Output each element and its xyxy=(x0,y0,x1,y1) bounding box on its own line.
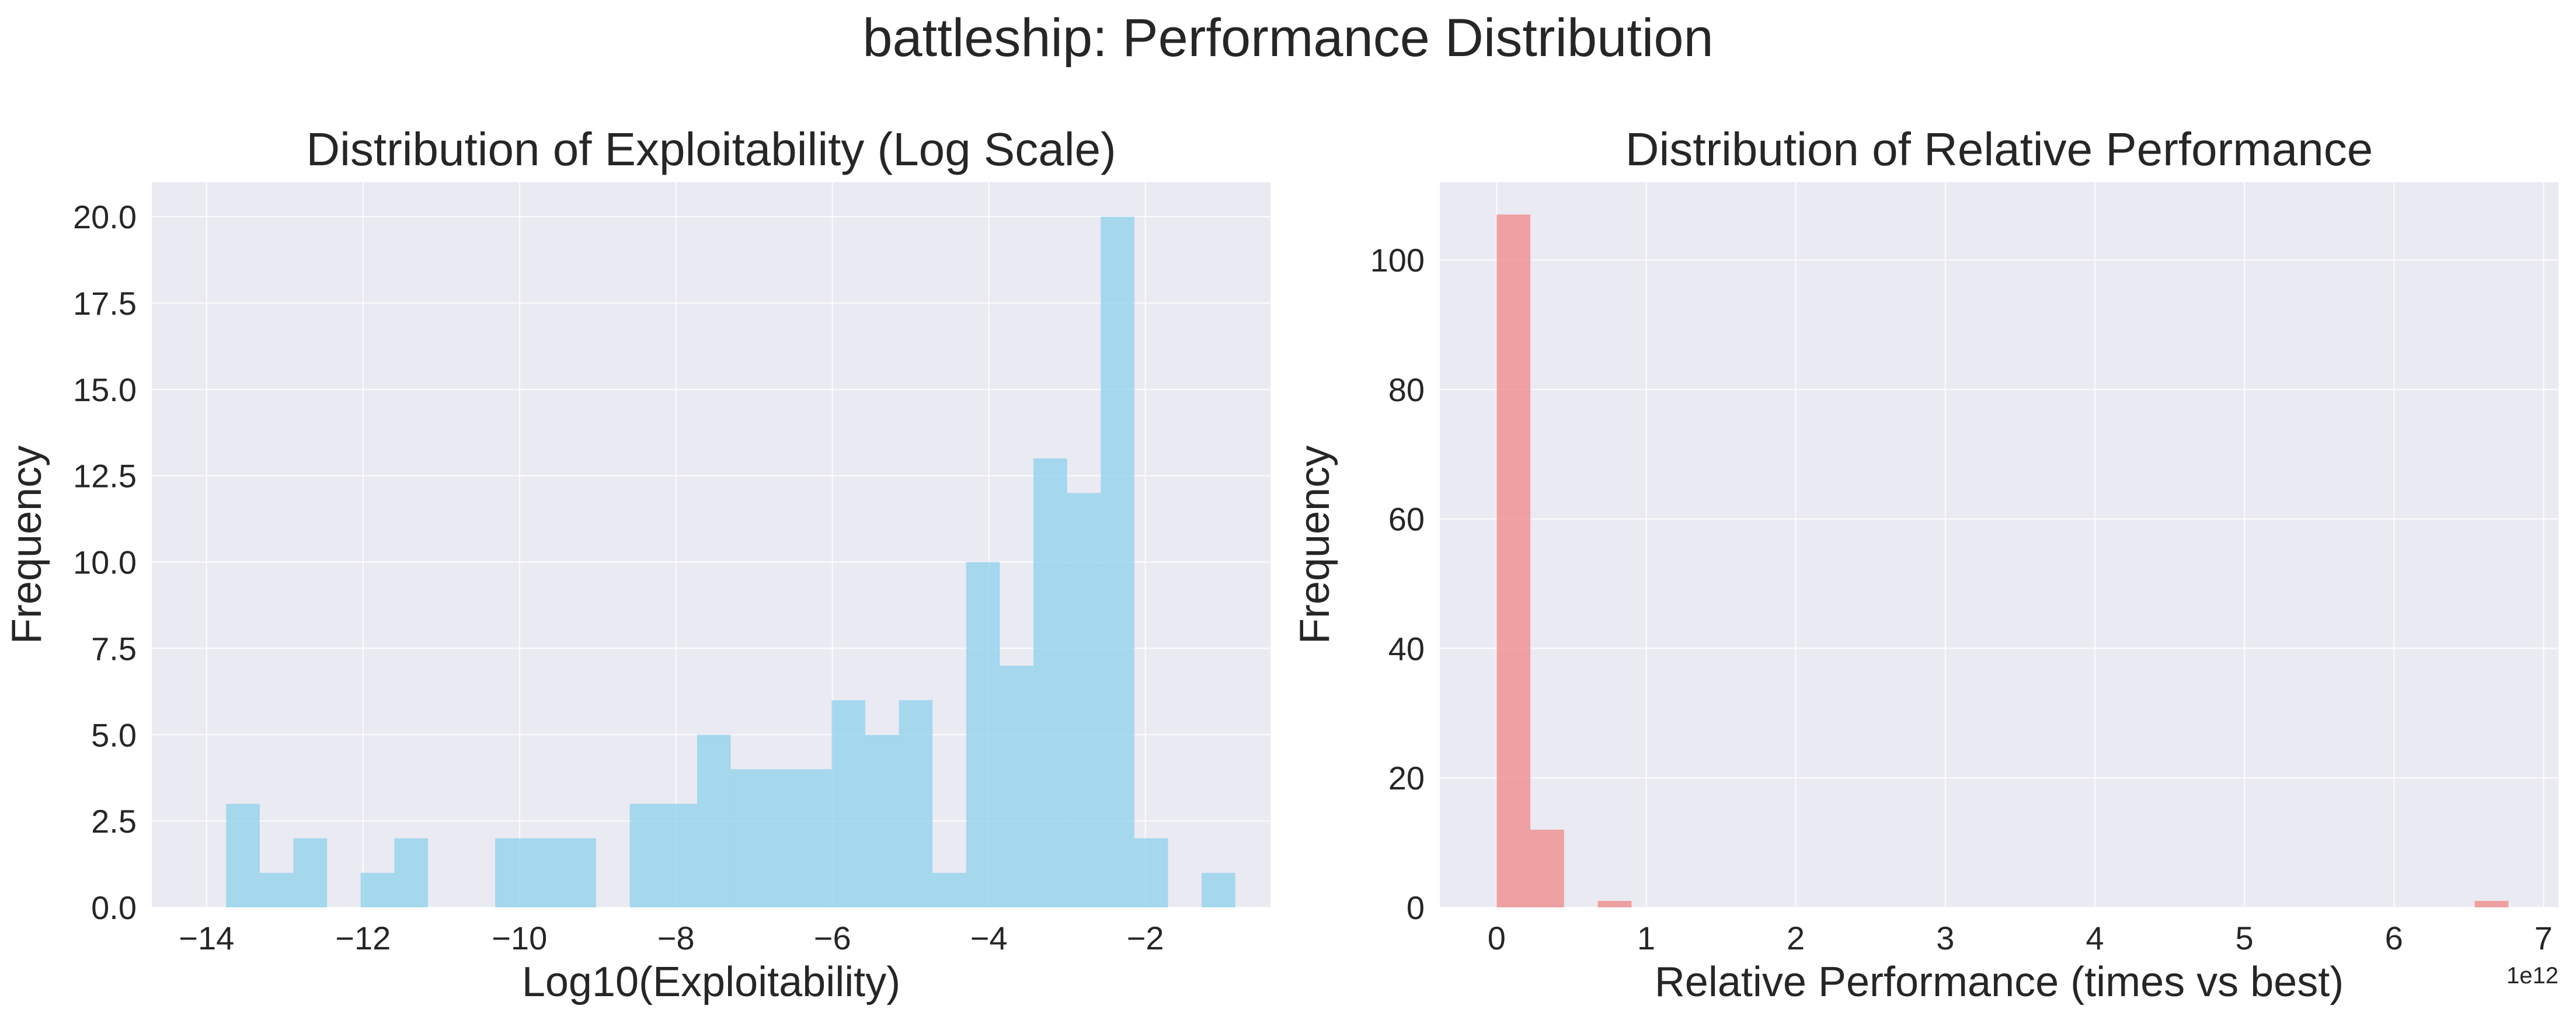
x-tick-label: 2 xyxy=(1787,920,1805,956)
histogram-bar xyxy=(932,872,966,907)
y-tick-label: 100 xyxy=(1370,242,1425,279)
histogram-bar xyxy=(1134,838,1168,907)
histogram-bar xyxy=(798,769,832,907)
histogram-bar xyxy=(495,838,529,907)
exploitability-histogram: −14 −12 −10 −8 −6 −4 −2 0.0 2.5 5.0 7.5 10.0 12.5 15.… xyxy=(4,123,1270,1005)
y-tick-label: 20.0 xyxy=(73,199,137,235)
histogram-bar xyxy=(1101,217,1134,908)
histogram-bar xyxy=(831,700,865,907)
x-tick-label: −8 xyxy=(657,920,695,956)
histogram-bar xyxy=(865,735,899,907)
x-axis-label: Log10(Exploitability) xyxy=(522,959,900,1005)
y-tick-label: 15.0 xyxy=(73,371,137,408)
y-tick-label: 7.5 xyxy=(91,630,137,667)
histogram-bar xyxy=(1530,829,1564,907)
y-tick-label: 0 xyxy=(1407,889,1425,926)
panel-title: Distribution of Exploitability (Log Scal… xyxy=(306,123,1116,175)
x-tick-label: 4 xyxy=(2086,920,2104,956)
histogram-bar xyxy=(697,735,731,907)
histogram-bar xyxy=(764,769,798,907)
histogram-bar xyxy=(1496,214,1531,908)
histogram-bar xyxy=(730,769,765,907)
y-tick-label: 0.0 xyxy=(91,889,137,926)
x-tick-label: 0 xyxy=(1488,920,1506,956)
relative-performance-histogram: 0 1 2 3 4 5 6 7 0 20 40 60 80 100 Distribution of Rela… xyxy=(1292,123,2558,1005)
histogram-bar xyxy=(1202,872,1235,907)
x-axis-label: Relative Performance (times vs best) xyxy=(1655,959,2344,1005)
y-tick-label: 5.0 xyxy=(91,716,137,753)
y-tick-label: 10.0 xyxy=(73,544,137,581)
x-tick-label: 7 xyxy=(2535,920,2553,956)
histogram-bar xyxy=(1067,493,1101,907)
y-tick-label: 40 xyxy=(1388,630,1425,667)
x-tick-label: −4 xyxy=(970,920,1008,956)
histogram-bar xyxy=(226,803,260,907)
y-axis-label: Frequency xyxy=(1292,446,1338,644)
y-axis-label: Frequency xyxy=(4,446,50,644)
histogram-bar xyxy=(966,562,1000,907)
histogram-bar xyxy=(1033,458,1067,907)
histogram-bar xyxy=(562,838,597,907)
y-tick-label: 2.5 xyxy=(91,803,137,840)
x-tick-label: 6 xyxy=(2385,920,2403,956)
x-tick-label: −14 xyxy=(179,920,234,956)
plot-background xyxy=(1440,182,2558,907)
x-axis-offset-label: 1e12 xyxy=(2507,963,2558,989)
y-tick-label: 20 xyxy=(1388,760,1425,796)
histogram-bar xyxy=(528,838,563,907)
histogram-bar xyxy=(899,700,933,907)
x-tick-label: −2 xyxy=(1127,920,1164,956)
figure-title: battleship: Performance Distribution xyxy=(862,8,1713,68)
x-tick-label: −12 xyxy=(335,920,391,956)
x-tick-label: 1 xyxy=(1637,920,1655,956)
y-tick-label: 17.5 xyxy=(73,285,137,322)
histogram-bar xyxy=(259,872,294,907)
histogram-bar xyxy=(2474,900,2509,907)
histogram-bar xyxy=(1597,900,1632,907)
histogram-bar xyxy=(629,803,664,907)
y-tick-label: 80 xyxy=(1388,371,1425,408)
histogram-bar xyxy=(394,838,428,907)
histogram-bar xyxy=(360,872,395,907)
histogram-bar xyxy=(663,803,697,907)
x-tick-label: −6 xyxy=(814,920,851,956)
histogram-bar xyxy=(1000,666,1034,907)
histogram-bar xyxy=(293,838,328,907)
y-tick-label: 60 xyxy=(1388,501,1425,538)
x-tick-label: −10 xyxy=(492,920,547,956)
x-tick-label: 3 xyxy=(1936,920,1954,956)
x-tick-label: 5 xyxy=(2236,920,2254,956)
y-tick-label: 12.5 xyxy=(73,458,137,495)
panel-title: Distribution of Relative Performance xyxy=(1625,123,2373,175)
